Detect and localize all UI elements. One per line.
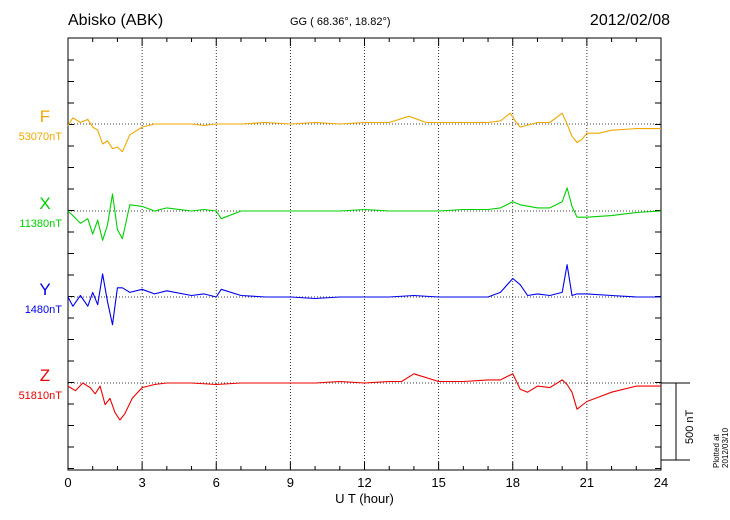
component-baseline-z: 51810nT <box>19 390 63 402</box>
plot-date: 2012/02/08 <box>589 12 670 29</box>
x-tick-label: 21 <box>580 475 594 490</box>
x-tick-label: 24 <box>654 475 668 490</box>
x-tick-label: 18 <box>506 475 520 490</box>
series-line-f <box>67 112 661 153</box>
scale-bar-label: 500 nT <box>684 409 696 444</box>
component-name-x: X <box>39 194 50 213</box>
series-line-x <box>67 187 662 241</box>
plotted-timestamp: Plotted at 2012/03/10 00:59 UT <box>712 427 730 468</box>
component-baseline-f: 53070nT <box>19 131 63 143</box>
station-title: Abisko (ABK) <box>68 12 164 29</box>
x-tick-label: 3 <box>139 475 146 490</box>
component-name-f: F <box>40 107 50 126</box>
series-line-z <box>67 373 661 421</box>
series-line-y <box>67 264 661 326</box>
x-tick-label: 15 <box>431 475 445 490</box>
component-name-y: Y <box>39 280 50 299</box>
x-tick-label: 12 <box>357 475 371 490</box>
geographic-coordinates: GG ( 68.36°, 18.82°) <box>290 16 391 28</box>
component-name-z: Z <box>40 366 50 385</box>
component-baseline-x: 11380nT <box>19 218 62 230</box>
x-axis-label: U T (hour) <box>335 491 394 506</box>
x-tick-label: 0 <box>64 475 71 490</box>
x-tick-label: 9 <box>287 475 294 490</box>
component-baseline-y: 1480nT <box>25 304 63 316</box>
x-tick-label: 6 <box>213 475 220 490</box>
